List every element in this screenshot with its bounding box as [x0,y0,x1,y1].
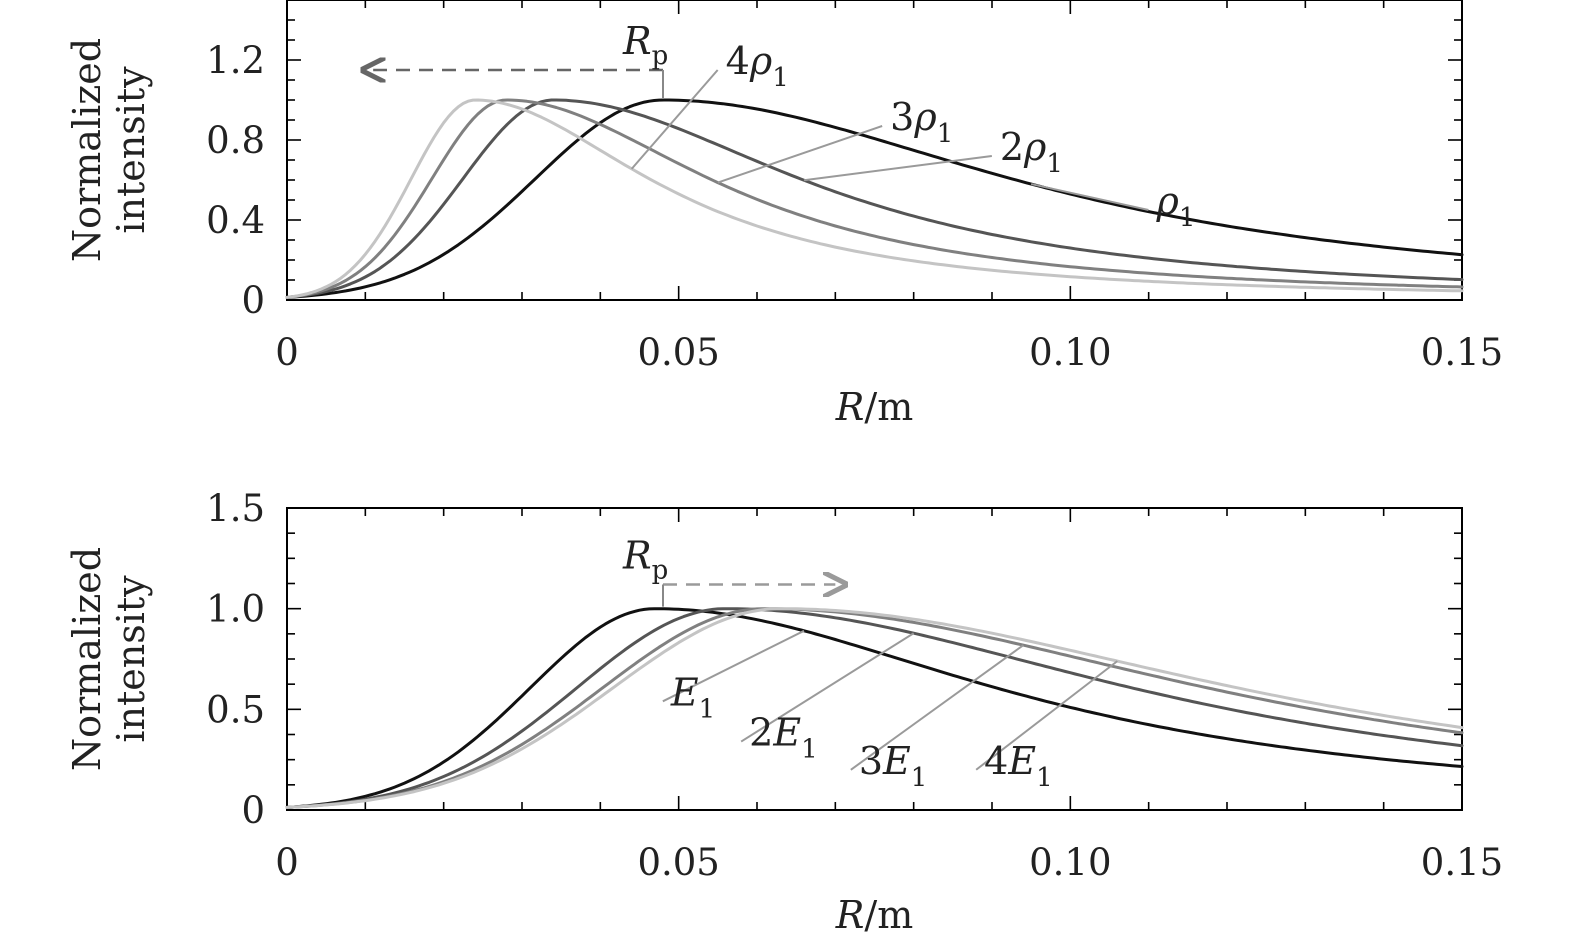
series-leader-line [740,632,915,743]
series-line-3E1 [285,607,1464,809]
x-tick-label: 0 [275,331,299,374]
series-leader-line [662,629,805,703]
x-tick-label: 0.15 [1421,331,1503,374]
y-axis-title: Normalizedintensity [65,38,153,262]
y-tick-label: 1.5 [206,487,265,530]
series-line-2E1 [285,607,1464,809]
series-leader-line [850,644,1024,771]
x-tick-label: 0.15 [1421,841,1503,884]
x-tick-label: 0.05 [637,841,719,884]
x-tick-label: 0.10 [1029,841,1111,884]
series-leader-line [630,69,719,170]
series-line-2ρ1 [285,98,1464,299]
rp-label: Rp [622,534,668,586]
series-line-4E1 [285,607,1464,809]
series-label: 2ρ1 [1000,125,1063,179]
series-leader-line [975,660,1118,771]
x-tick-label: 0.10 [1029,331,1111,374]
y-axis-title: Normalizedintensity [65,547,153,771]
x-axis-title: R/m [835,893,913,937]
series-leader-line [803,155,992,182]
series-label: E1 [670,670,715,724]
series-label: ρ1 [1156,179,1196,233]
series-label: 4E1 [984,739,1052,793]
y-tick-label: 0.8 [206,119,265,162]
series-line-3ρ1 [285,98,1464,299]
series-label: 3E1 [859,739,927,793]
y-tick-label: 0 [241,279,265,322]
x-tick-label: 0 [275,841,299,884]
y-tick-label: 0.5 [206,688,265,731]
series-leader-line [717,125,883,184]
series-leader-line [1030,183,1149,211]
series-label: 2E1 [749,711,817,765]
x-tick-label: 0.05 [637,331,719,374]
series-line-1ρ1 [285,98,1464,299]
x-axis-title: R/m [835,385,913,429]
series-line-4ρ1 [285,98,1464,299]
series-label: 3ρ1 [890,95,953,149]
y-tick-label: 0.4 [206,199,265,242]
y-tick-label: 1.0 [206,588,265,631]
y-tick-label: 1.2 [206,39,265,82]
y-tick-label: 0 [241,789,265,832]
rp-label: Rp [622,19,668,71]
chart-top: 0 0.05 0.10 0.15 0 0.4 0.8 1.2 R/m Normalizedinte… [65,0,1503,429]
series-label: 4ρ1 [726,39,789,93]
chart-bottom: 0 0.05 0.10 0.15 0 0.5 1.0 1.5 R/m Normalizedinte… [65,487,1503,937]
series-line-1E1 [285,607,1464,809]
